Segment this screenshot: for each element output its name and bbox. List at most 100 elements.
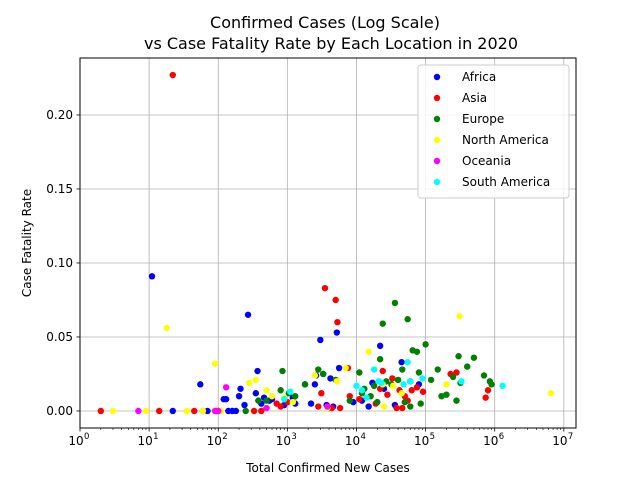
legend-label: North America	[462, 133, 549, 147]
data-point	[268, 392, 276, 400]
data-point	[156, 407, 163, 415]
data-point	[374, 398, 381, 406]
y-tick-label: 0.20	[46, 108, 73, 122]
data-point	[333, 329, 341, 336]
data-point	[422, 341, 429, 348]
data-point	[488, 381, 495, 388]
legend-box	[417, 64, 570, 199]
data-point	[398, 358, 405, 366]
x-tick-exponent: 2	[222, 432, 227, 442]
data-point	[199, 407, 207, 415]
x-tick-label: 10	[137, 434, 152, 448]
data-point	[289, 398, 297, 406]
data-point	[342, 364, 349, 372]
x-tick-exponent: 6	[499, 432, 504, 442]
data-point	[499, 382, 506, 390]
data-point	[378, 379, 385, 387]
data-point	[419, 375, 426, 382]
x-tick-exponent: 5	[430, 432, 435, 442]
x-tick-label: 10	[207, 434, 222, 448]
y-tick-label: 0.05	[46, 330, 73, 344]
data-point	[280, 395, 288, 403]
data-point	[324, 403, 331, 410]
data-point	[443, 381, 450, 388]
data-point	[365, 348, 372, 355]
x-tick-exponent: 3	[291, 432, 296, 442]
data-point	[391, 299, 399, 307]
data-point	[346, 397, 353, 404]
data-point	[376, 342, 384, 350]
data-point	[334, 318, 341, 326]
data-point	[252, 376, 260, 384]
data-point	[222, 384, 230, 391]
data-point	[399, 404, 406, 412]
data-point	[482, 394, 489, 401]
data-point	[346, 392, 353, 400]
data-point	[353, 382, 360, 390]
data-point	[287, 388, 294, 395]
x-tick-exponent: 4	[360, 432, 365, 442]
series-africa	[148, 273, 423, 415]
data-point	[169, 71, 176, 79]
data-point	[384, 391, 391, 398]
data-point	[292, 392, 299, 400]
data-point	[277, 387, 284, 394]
data-point	[169, 407, 176, 415]
data-point	[211, 360, 219, 367]
data-point	[370, 366, 378, 373]
data-point	[263, 404, 270, 412]
data-point	[365, 403, 372, 410]
legend: Africa Asia Europe North America Oceania Sout…	[417, 64, 570, 199]
x-axis-label: Total Confirmed New Cases	[245, 461, 410, 475]
data-point	[277, 403, 284, 410]
data-point	[163, 324, 170, 332]
legend-label: Asia	[462, 91, 487, 105]
legend-marker	[433, 94, 441, 102]
data-point	[97, 407, 105, 415]
data-point	[390, 382, 397, 390]
data-point	[404, 358, 411, 366]
data-point	[255, 397, 262, 404]
legend-label: Oceania	[462, 154, 511, 168]
y-tick-label: 0.00	[46, 404, 73, 418]
data-point	[254, 367, 261, 375]
data-point	[455, 353, 462, 360]
data-point	[470, 354, 478, 361]
data-point	[456, 313, 463, 320]
x-tick-label: 10	[483, 434, 498, 448]
legend-label: South America	[462, 175, 550, 189]
data-point	[258, 407, 265, 415]
data-point	[204, 407, 211, 415]
x-tick-label: 10	[414, 434, 429, 448]
data-point	[183, 407, 190, 415]
data-point	[419, 388, 427, 395]
data-point	[263, 387, 270, 394]
chart-subtitle: vs Case Fatality Rate by Each Location i…	[144, 34, 518, 53]
data-point	[232, 407, 240, 415]
data-point	[311, 372, 319, 379]
series-oceania	[135, 384, 331, 415]
x-tick-exponent: 1	[153, 432, 158, 442]
data-point	[379, 367, 386, 375]
data-point	[241, 401, 248, 409]
legend-marker	[433, 73, 441, 81]
data-point	[407, 378, 414, 385]
data-point	[480, 372, 488, 379]
data-point	[252, 390, 260, 397]
data-point	[109, 407, 117, 415]
legend-label: Europe	[462, 112, 504, 126]
x-tick-exponent: 0	[84, 432, 89, 442]
data-point	[244, 311, 252, 318]
plot-frame	[79, 57, 577, 429]
data-point	[191, 407, 198, 415]
data-point	[315, 403, 322, 410]
data-point	[335, 364, 343, 372]
data-point	[263, 397, 270, 404]
data-point	[443, 391, 450, 398]
data-point	[379, 320, 386, 327]
data-point	[197, 381, 204, 388]
x-tick-label: 10	[276, 434, 291, 448]
data-point	[399, 366, 406, 373]
data-point	[307, 400, 315, 407]
